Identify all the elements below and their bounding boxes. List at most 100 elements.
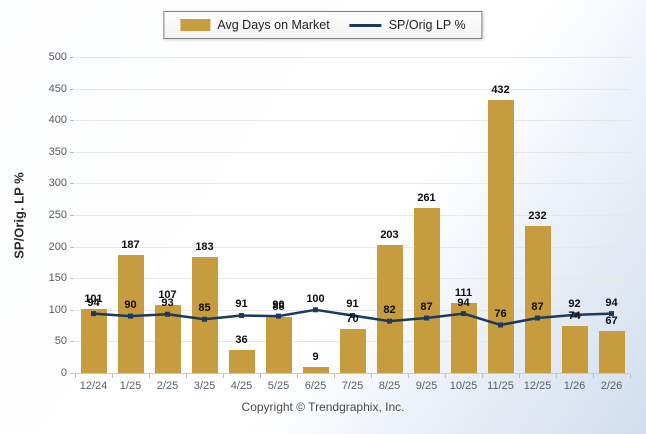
line-point-marker [313,307,318,313]
line-value-label: 92 [568,297,581,310]
y-tick-label: 50 [54,335,67,348]
gridline [75,215,630,216]
y-axis-tick [70,341,74,343]
bar-value-label: 67 [605,314,618,327]
bar-value-label: 187 [121,238,140,251]
x-axis-tick [334,374,335,378]
line-value-label: 91 [235,298,248,311]
bar-value-label: 203 [380,228,399,241]
gridline [75,183,630,185]
gridline [75,151,630,153]
bar-value-label: 107 [158,289,177,302]
y-tick-label: 400 [48,114,67,127]
x-axis-tick [593,374,594,378]
x-tick-label: 7/25 [341,380,364,392]
x-axis-tick [149,374,150,378]
line-point-marker [498,322,503,328]
x-tick-label: 12/25 [523,380,552,392]
y-tick-label: 250 [48,209,67,221]
line-point-marker [387,318,392,324]
x-axis-tick [223,374,224,378]
y-tick-label: 0 [60,367,67,379]
line-point-marker [609,311,614,317]
line-value-label: 82 [383,304,396,317]
x-axis-tick [556,374,557,378]
x-axis-tick [630,374,631,378]
line-point-marker [572,312,577,318]
bar-value-label: 74 [568,310,581,323]
bar-avg-days-on-market [524,226,551,373]
bar-value-label: 70 [346,312,359,325]
x-tick-label: 12/24 [79,380,108,392]
bar-avg-days-on-market [376,244,403,373]
bar-value-label: 36 [235,334,248,347]
legend-item-sp-orig-lp: SP/Orig LP % [349,18,466,32]
bar-avg-days-on-market [598,330,625,373]
bar-avg-days-on-market [561,326,588,373]
bar-value-label: 101 [84,293,103,306]
bar-swatch-icon [180,19,211,31]
bar-avg-days-on-market [191,257,218,373]
gridline [75,309,630,311]
x-axis-tick [186,374,187,378]
line-swatch-icon [349,23,382,27]
x-tick-label: 10/25 [449,380,478,392]
line-value-label: 93 [161,297,174,310]
x-axis-tick [260,374,261,378]
bar-value-label: 111 [454,286,473,299]
bar-value-label: 432 [491,83,510,96]
bar-value-label: 9 [312,351,319,364]
x-tick-label: 2/26 [600,380,623,392]
x-tick-label: 5/25 [267,380,290,392]
x-axis-tick [112,374,113,378]
line-point-marker [424,315,429,321]
gridline [75,120,630,122]
chart-legend: Avg Days on Market SP/Orig LP % [163,11,483,39]
y-axis-tick [70,183,74,185]
legend-label-avg-days: Avg Days on Market [217,18,330,32]
gridline [75,278,630,280]
line-point-marker [91,311,96,317]
bar-value-label: 183 [195,241,214,254]
x-tick-label: 11/25 [487,380,514,392]
line-point-marker [128,313,133,319]
line-value-label: 94 [605,296,618,309]
gridline [75,88,630,90]
line-value-label: 87 [531,301,544,314]
gridline [75,246,630,248]
y-tick-label: 500 [48,51,67,63]
line-value-label: 94 [457,296,470,309]
y-tick-label: 150 [48,272,67,285]
line-point-marker [276,313,281,319]
x-tick-label: 8/25 [378,380,401,392]
legend-item-avg-days: Avg Days on Market [180,18,330,32]
y-tick-label: 100 [48,303,67,316]
x-tick-label: 3/25 [193,380,216,392]
x-axis-tick [75,374,76,378]
y-axis-tick [70,215,74,216]
line-point-marker [461,311,466,317]
y-axis-tick [70,120,74,122]
x-axis-tick [297,374,298,378]
line-value-label: 76 [494,307,507,320]
y-axis-tick [70,373,74,374]
x-axis-tick [482,374,483,378]
x-tick-label: 1/25 [119,380,142,392]
x-tick-label: 9/25 [415,380,438,392]
x-tick-label: 1/26 [563,380,586,392]
bar-value-label: 88 [272,301,285,314]
line-value-label: 87 [420,301,433,314]
y-tick-label: 300 [48,177,67,190]
y-tick-label: 200 [48,240,67,253]
bar-avg-days-on-market [487,99,514,373]
y-tick-label: 450 [48,82,67,95]
y-axis-tick [70,57,74,58]
copyright-text: Copyright © Trendgraphix, Inc. [241,400,405,414]
bar-value-label: 261 [417,192,436,205]
line-value-label: 90 [124,299,137,312]
line-point-marker [350,312,355,318]
line-value-label: 94 [87,296,100,309]
line-value-label: 90 [272,299,285,312]
